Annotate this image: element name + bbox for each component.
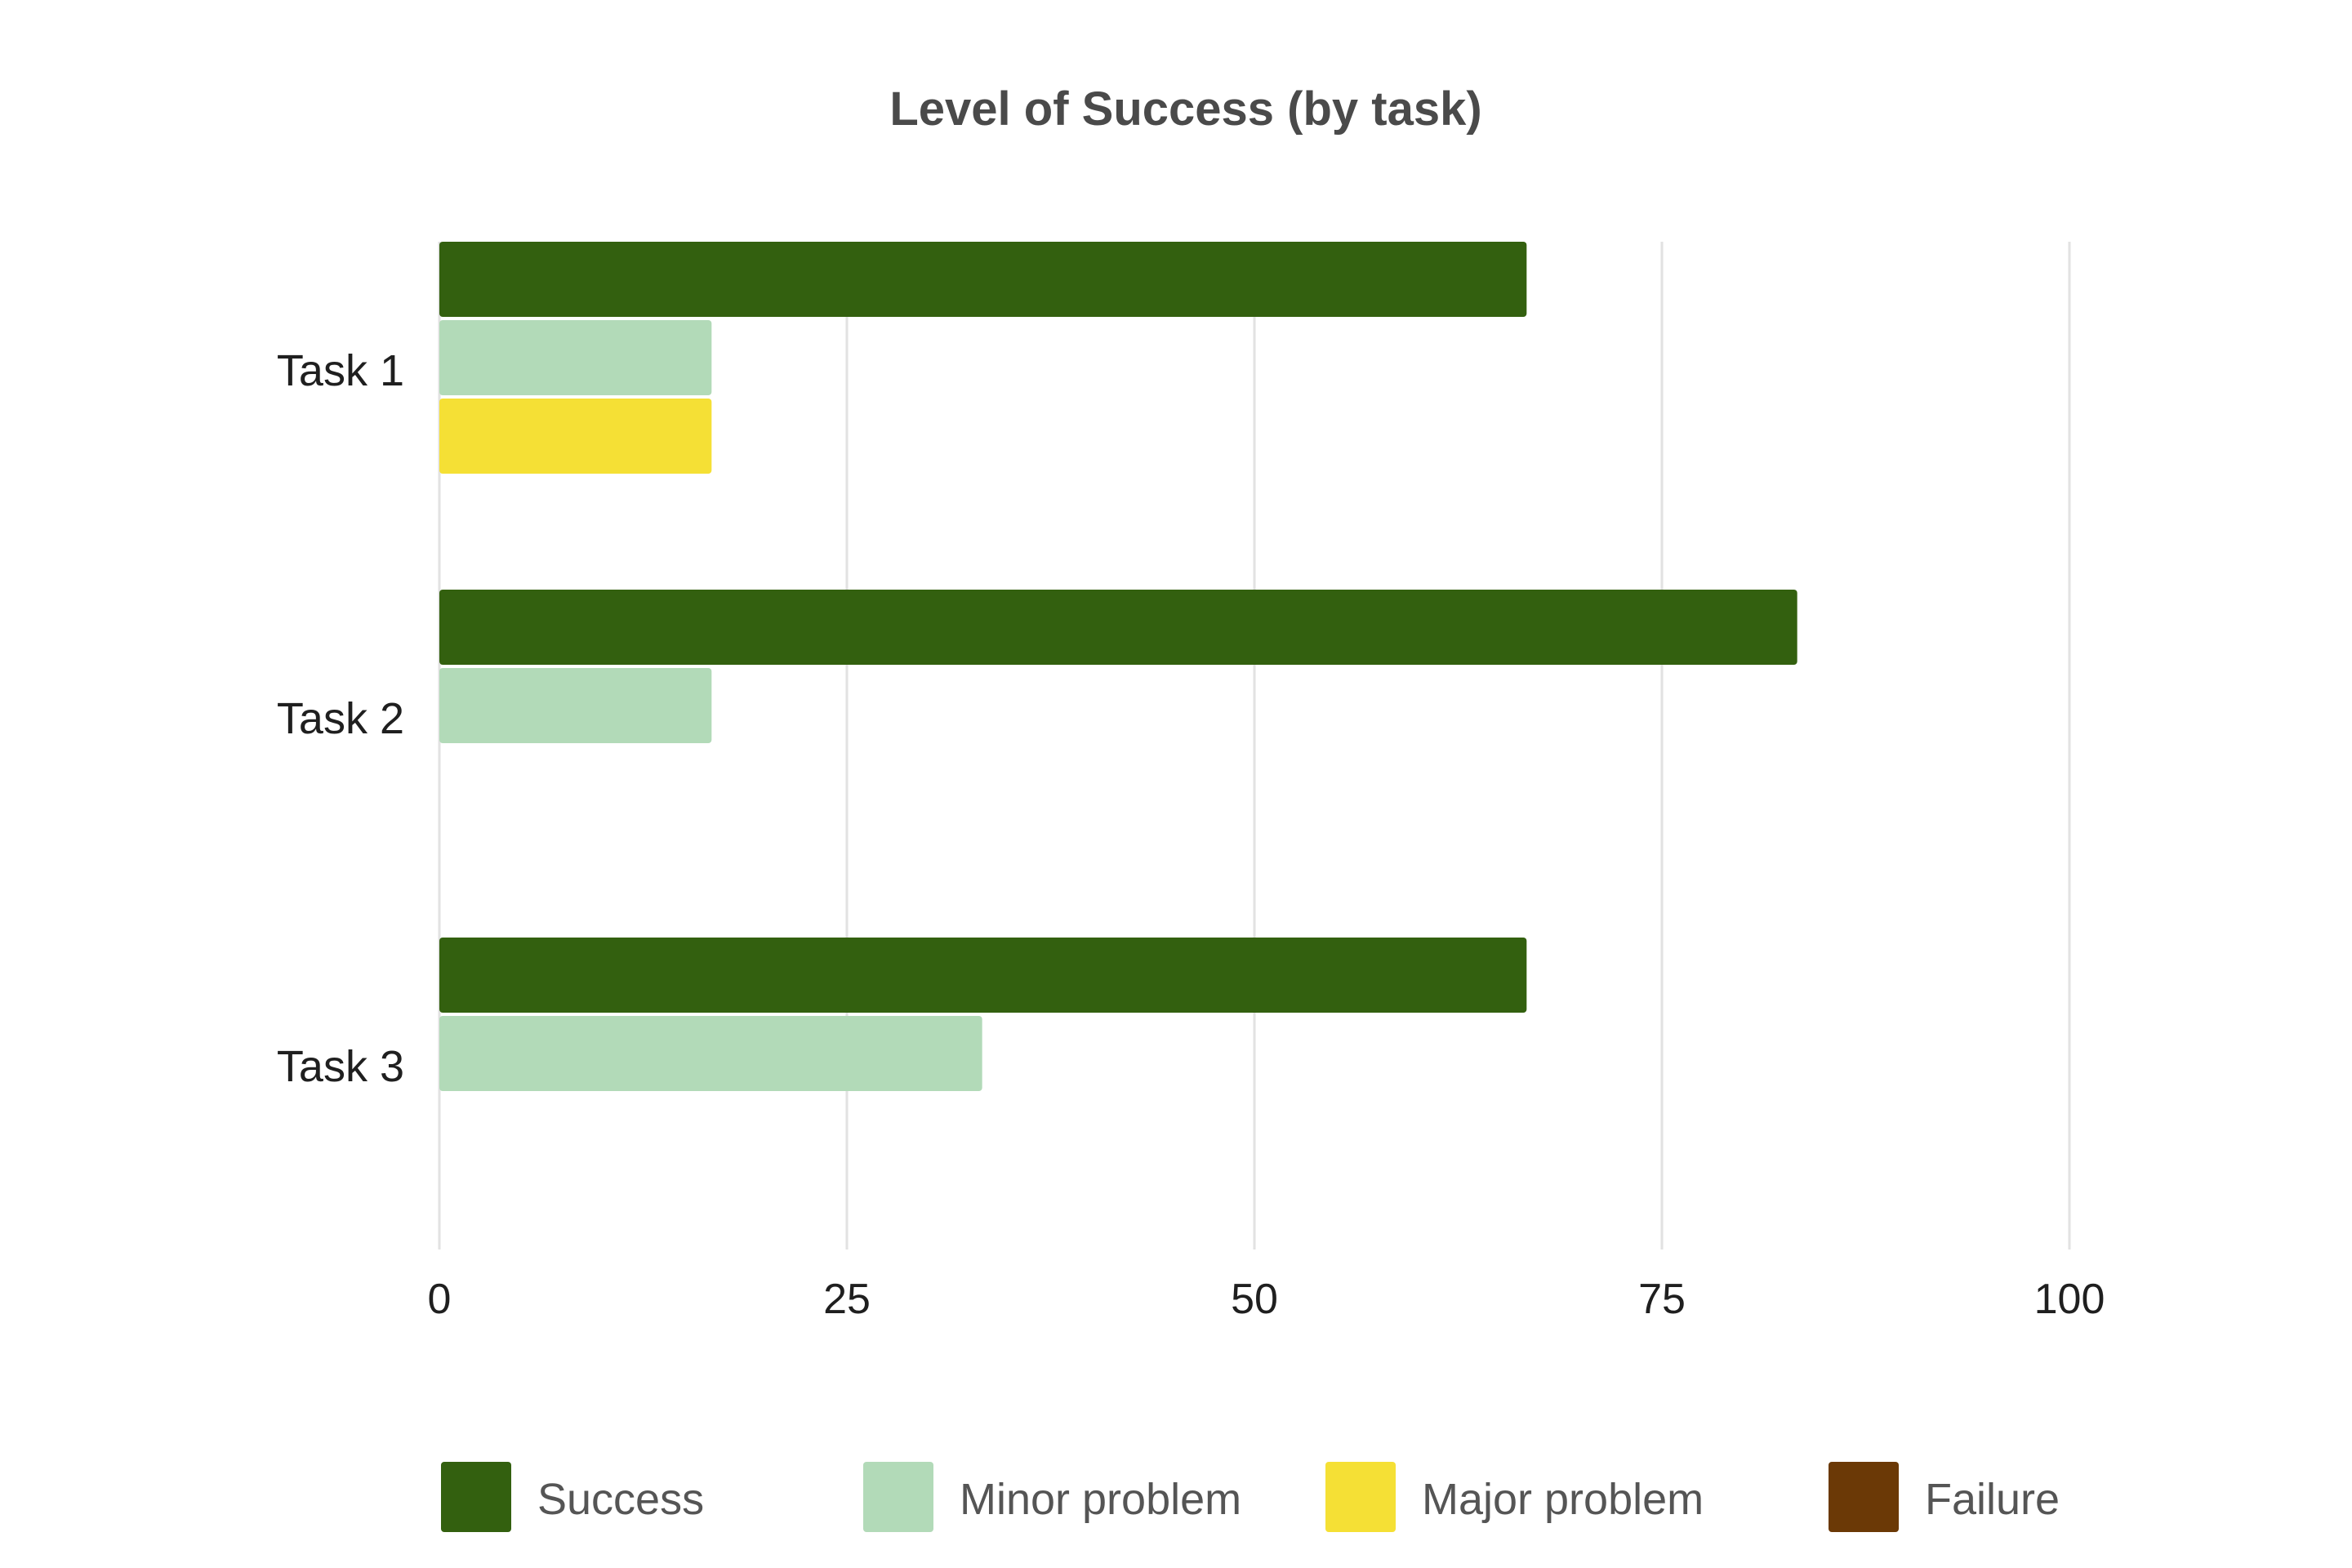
legend-item-major-problem: Major problem [1325, 1462, 1704, 1532]
bar-task-2-minor-problem [439, 668, 712, 743]
bar-task-3-minor-problem [439, 1016, 982, 1091]
bar-task-1-success [439, 242, 1527, 317]
legend-label: Minor problem [960, 1475, 1241, 1524]
bar-task-1-minor-problem [439, 320, 712, 395]
bars [439, 242, 1797, 1091]
legend-label: Failure [1925, 1475, 2060, 1524]
x-tick-label: 75 [1638, 1276, 1686, 1323]
legend-item-failure: Failure [1829, 1462, 2060, 1532]
legend-swatch [1829, 1462, 1899, 1532]
legend: Success Minor problem Major problem Failure [441, 1462, 2060, 1532]
legend-item-success: Success [441, 1462, 704, 1532]
legend-label: Major problem [1422, 1475, 1704, 1524]
x-axis-ticks: 0 25 50 75 100 [428, 1276, 2105, 1323]
legend-label: Success [537, 1475, 704, 1524]
chart-title: Level of Success (by task) [889, 82, 1481, 136]
bar-task-3-success [439, 938, 1527, 1013]
category-label: Task 1 [277, 346, 404, 395]
legend-swatch [863, 1462, 933, 1532]
bar-task-1-major-problem [439, 399, 712, 474]
category-label: Task 2 [277, 694, 404, 743]
x-tick-label: 25 [823, 1276, 871, 1323]
x-tick-label: 0 [428, 1276, 452, 1323]
x-tick-label: 100 [2034, 1276, 2105, 1323]
category-labels: Task 1 Task 2 Task 3 [277, 346, 404, 1091]
category-label: Task 3 [277, 1042, 404, 1091]
legend-item-minor-problem: Minor problem [863, 1462, 1241, 1532]
bar-task-2-success [439, 590, 1797, 665]
x-tick-label: 50 [1231, 1276, 1278, 1323]
legend-swatch [1325, 1462, 1396, 1532]
legend-swatch [441, 1462, 511, 1532]
